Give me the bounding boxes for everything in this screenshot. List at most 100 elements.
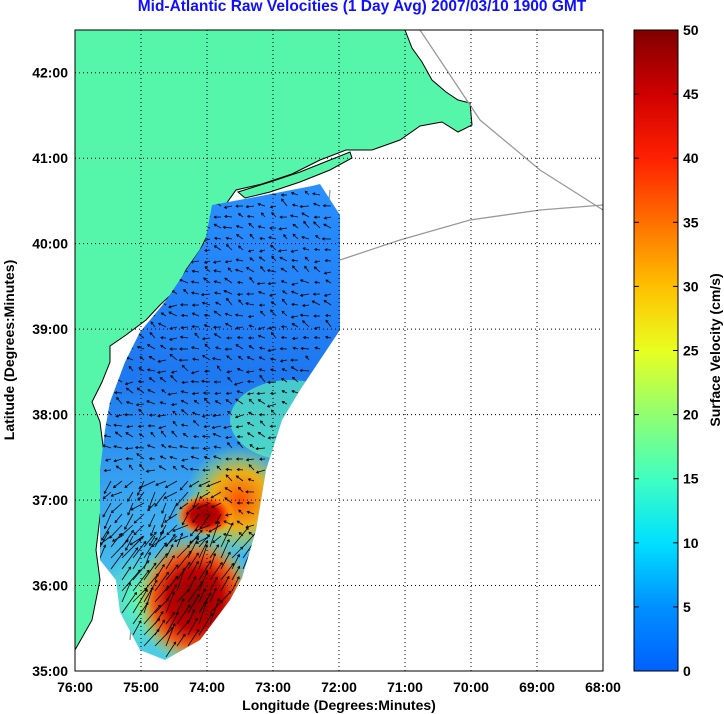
- velocity-arrow: [217, 365, 222, 372]
- velocity-arrow: [192, 326, 200, 328]
- velocity-arrow: [212, 357, 222, 361]
- velocity-arrow: [143, 629, 160, 647]
- velocity-arrow: [258, 291, 266, 295]
- velocity-arrow: [179, 279, 189, 284]
- velocity-arrow: [130, 502, 145, 511]
- velocity-arrow: [227, 370, 233, 373]
- velocity-arrow: [165, 612, 176, 625]
- colorbar-tick-label: 30: [683, 278, 699, 294]
- velocity-arrow: [161, 312, 167, 317]
- velocity-arrow: [132, 552, 144, 570]
- velocity-arrow: [215, 513, 222, 524]
- velocity-arrow: [102, 502, 112, 518]
- velocity-arrow: [261, 212, 266, 218]
- velocity-arrow: [198, 560, 212, 581]
- velocity-arrow: [138, 480, 156, 489]
- velocity-arrow: [237, 368, 244, 372]
- velocity-arrow: [231, 546, 243, 559]
- velocity-arrow: [192, 270, 200, 273]
- velocity-arrow: [147, 389, 156, 394]
- velocity-arrow: [147, 502, 156, 511]
- velocity-arrow: [187, 529, 203, 548]
- velocity-arrow: [133, 524, 145, 535]
- velocity-arrow: [139, 356, 145, 361]
- velocity-arrow: [202, 435, 211, 438]
- colorbar-ticks: 0 5 10 15 20 25 30 35 40 45 50: [634, 22, 699, 679]
- velocity-arrow: [181, 424, 189, 427]
- velocity-arrow: [259, 347, 266, 350]
- y-tick-label: 39:00: [32, 321, 68, 337]
- velocity-arrow: [155, 480, 167, 486]
- velocity-arrow: [238, 245, 244, 251]
- velocity-arrow: [147, 344, 156, 350]
- velocity-arrow: [291, 192, 299, 196]
- velocity-arrow: [210, 491, 222, 499]
- velocity-arrow: [187, 537, 199, 559]
- velocity-arrow: [170, 456, 178, 460]
- velocity-arrow: [238, 299, 244, 306]
- velocity-arrow: [181, 458, 189, 461]
- velocity-arrow: [293, 347, 299, 350]
- velocity-arrow: [168, 502, 178, 519]
- velocity-arrow: [181, 314, 189, 317]
- velocity-arrow: [237, 520, 244, 526]
- velocity-arrow: [325, 314, 332, 317]
- velocity-arrow: [139, 433, 145, 438]
- velocity-arrow: [301, 212, 310, 218]
- velocity-arrow: [267, 403, 277, 408]
- velocity-arrow: [154, 491, 167, 507]
- velocity-arrow: [216, 465, 222, 471]
- velocity-arrow: [168, 392, 178, 395]
- velocity-arrow: [235, 344, 244, 350]
- velocity-arrow: [291, 249, 299, 253]
- velocity-arrow: [325, 320, 332, 328]
- velocity-arrow: [110, 539, 129, 559]
- velocity-arrow: [121, 538, 142, 559]
- velocity-arrow: [104, 513, 112, 529]
- colorbar-tick-label: 0: [683, 663, 691, 679]
- velocity-arrow: [291, 259, 299, 262]
- velocity-arrow: [259, 375, 266, 383]
- velocity-arrow: [236, 475, 244, 482]
- velocity-arrow: [161, 444, 167, 449]
- velocity-arrow: [246, 205, 255, 208]
- velocity-arrow: [280, 267, 288, 273]
- velocity-arrow: [215, 400, 222, 405]
- colorbar-tick-label: 35: [683, 214, 699, 230]
- velocity-arrow: [192, 412, 200, 416]
- velocity-arrow: [121, 592, 137, 614]
- velocity-arrow: [279, 256, 288, 262]
- velocity-arrow: [110, 533, 122, 548]
- velocity-arrow: [165, 591, 175, 614]
- velocity-arrow: [187, 581, 203, 603]
- velocity-arrow: [105, 458, 112, 461]
- y-tick-label: 38:00: [32, 407, 68, 423]
- velocity-arrow: [249, 277, 255, 284]
- velocity-arrow: [151, 535, 167, 548]
- velocity-arrow: [209, 576, 218, 592]
- velocity-arrow: [126, 357, 134, 361]
- velocity-arrow: [314, 248, 321, 251]
- map-title: Mid-Atlantic Raw Velocities (1 Day Avg) …: [137, 0, 587, 15]
- velocity-arrow: [159, 377, 167, 383]
- velocity-arrow: [226, 244, 233, 251]
- velocity-arrow: [160, 344, 167, 350]
- velocity-arrow: [282, 290, 288, 295]
- velocity-arrow: [226, 237, 233, 240]
- velocity-arrow: [249, 325, 255, 328]
- velocity-arrow: [168, 304, 178, 308]
- velocity-arrow: [282, 401, 288, 405]
- velocity-arrow: [303, 221, 310, 229]
- velocity-arrow: [247, 432, 255, 438]
- velocity-arrow: [172, 524, 189, 532]
- velocity-arrow: [179, 480, 189, 491]
- velocity-arrow: [176, 533, 183, 548]
- velocity-arrow: [111, 502, 123, 513]
- velocity-arrow: [225, 399, 233, 405]
- velocity-arrow: [197, 502, 211, 509]
- velocity-arrow: [248, 249, 255, 252]
- velocity-arrow: [259, 237, 266, 240]
- x-tick-label: 69:00: [519, 679, 555, 695]
- velocity-arrow: [168, 445, 178, 449]
- velocity-arrow: [220, 552, 231, 570]
